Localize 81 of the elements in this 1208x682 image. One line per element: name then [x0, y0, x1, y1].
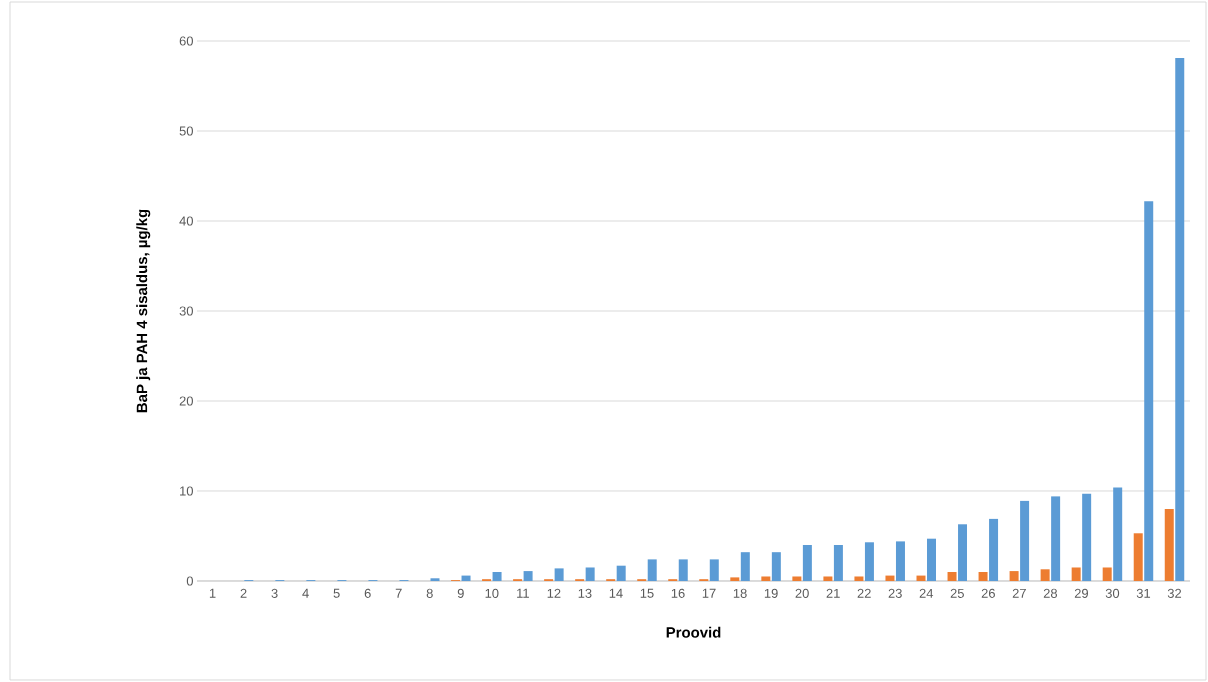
x-tick-label: 24 — [919, 588, 934, 598]
x-tick-label: 8 — [426, 588, 433, 598]
bar — [554, 568, 564, 581]
bar — [771, 552, 781, 581]
bar — [958, 524, 968, 581]
y-tick-label: 60 — [179, 36, 193, 46]
bar — [461, 575, 471, 581]
bar — [1133, 533, 1143, 581]
x-tick-label: 10 — [485, 588, 499, 598]
x-tick-label: 14 — [609, 588, 623, 598]
bar — [616, 565, 626, 581]
x-tick-label: 21 — [826, 588, 840, 598]
x-tick-label: 7 — [395, 588, 402, 598]
x-tick-label: 6 — [364, 588, 371, 598]
bar — [1082, 493, 1092, 581]
x-tick-label: 12 — [547, 588, 561, 598]
bar — [947, 571, 957, 581]
bar — [1040, 569, 1050, 581]
x-tick-label: 31 — [1136, 588, 1151, 598]
bar — [1175, 58, 1185, 581]
x-tick-label: 28 — [1043, 588, 1058, 598]
x-tick-label: 17 — [702, 588, 716, 598]
bar — [523, 571, 533, 581]
bar — [647, 559, 657, 581]
x-axis-title: Proovid — [666, 626, 721, 638]
bar — [492, 571, 502, 581]
bar — [916, 575, 926, 581]
x-tick-label: 5 — [333, 588, 340, 598]
bar — [989, 518, 999, 581]
y-tick-label: 10 — [180, 486, 193, 496]
bar — [1164, 508, 1174, 581]
y-tick-label: 20 — [179, 396, 193, 406]
bar — [1113, 487, 1123, 581]
x-tick-label: 26 — [981, 588, 995, 598]
x-tick-label: 23 — [888, 588, 902, 598]
y-tick-label: 40 — [179, 216, 193, 226]
bar — [864, 542, 874, 581]
x-tick-label: 9 — [457, 588, 464, 598]
bar — [927, 538, 936, 581]
x-tick-label: 27 — [1012, 588, 1026, 598]
bar — [740, 552, 750, 581]
x-tick-label: 25 — [950, 588, 964, 598]
bar — [854, 576, 864, 581]
bar — [823, 576, 833, 581]
bar — [1071, 567, 1081, 581]
y-tick-label: 50 — [179, 126, 193, 136]
x-tick-label: 18 — [733, 588, 747, 598]
bar — [833, 544, 843, 581]
bar — [885, 575, 895, 581]
y-tick-label: 30 — [179, 306, 193, 316]
x-tick-label: 1 — [209, 588, 216, 598]
x-tick-label: 4 — [302, 588, 309, 598]
bar — [1009, 571, 1019, 581]
bar — [978, 571, 988, 581]
x-tick-label: 30 — [1105, 588, 1120, 598]
x-tick-label: 16 — [671, 588, 685, 598]
x-tick-label: 32 — [1167, 588, 1182, 598]
bar — [1051, 496, 1061, 581]
x-tick-label: 20 — [795, 588, 809, 598]
x-tick-label: 2 — [240, 588, 247, 598]
x-tick-label: 15 — [640, 588, 654, 598]
y-axis-title: BaP ja PAH 4 sisaldus, µg/kg — [136, 209, 151, 413]
x-tick-label: 29 — [1074, 588, 1088, 598]
bar — [585, 567, 595, 581]
x-tick-label: 22 — [857, 588, 871, 598]
bar — [730, 577, 740, 581]
bar — [895, 541, 905, 581]
bar — [1020, 500, 1030, 581]
x-tick-label: 19 — [764, 588, 778, 598]
x-tick-label: 3 — [271, 588, 278, 598]
bar — [678, 559, 688, 581]
x-tick-label: 13 — [578, 588, 592, 598]
bar — [1102, 567, 1112, 581]
x-tick-label: 11 — [517, 588, 529, 598]
bar — [709, 559, 719, 581]
y-tick-label: 0 — [186, 576, 193, 586]
bar — [792, 576, 802, 581]
bar — [761, 576, 771, 581]
bar — [802, 544, 812, 581]
bar — [1144, 201, 1154, 581]
bar — [430, 578, 440, 581]
